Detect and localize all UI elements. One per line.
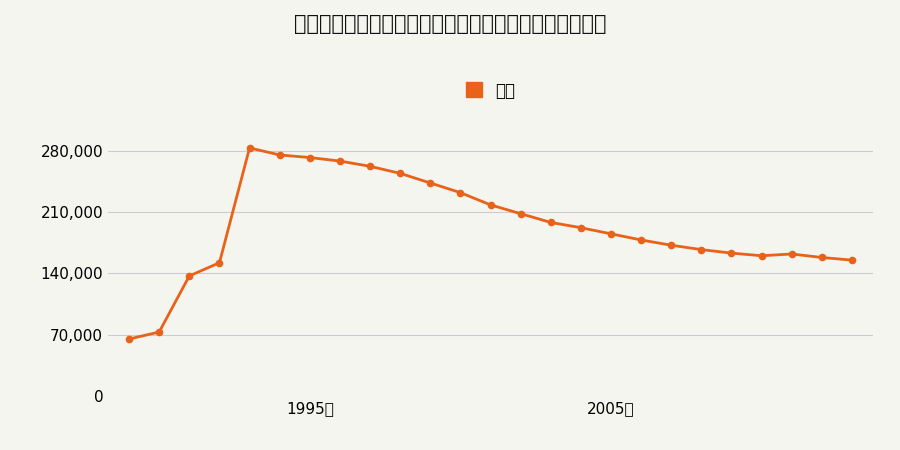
価格 <box>123 336 134 342</box>
価格 <box>455 190 466 195</box>
価格 <box>756 253 767 258</box>
Line: 価格: 価格 <box>126 145 855 342</box>
価格 <box>244 145 255 151</box>
価格 <box>154 329 165 335</box>
Text: 神奈川県横浜市保土ケ谷区釜台町１４８番４の地価推移: 神奈川県横浜市保土ケ谷区釜台町１４８番４の地価推移 <box>293 14 607 33</box>
価格 <box>304 155 315 160</box>
価格 <box>395 171 406 176</box>
価格 <box>184 273 194 279</box>
価格 <box>847 257 858 263</box>
価格 <box>274 152 285 158</box>
価格 <box>515 211 526 216</box>
価格 <box>575 225 586 230</box>
価格 <box>635 237 646 243</box>
価格 <box>214 260 225 265</box>
価格 <box>787 251 797 256</box>
価格 <box>726 250 737 256</box>
価格 <box>545 220 556 225</box>
価格 <box>364 164 375 169</box>
価格 <box>696 247 706 252</box>
価格 <box>335 158 346 164</box>
Legend: 価格: 価格 <box>459 75 522 106</box>
価格 <box>485 202 496 207</box>
価格 <box>666 243 677 248</box>
価格 <box>425 180 436 186</box>
価格 <box>816 255 827 260</box>
価格 <box>606 231 616 237</box>
